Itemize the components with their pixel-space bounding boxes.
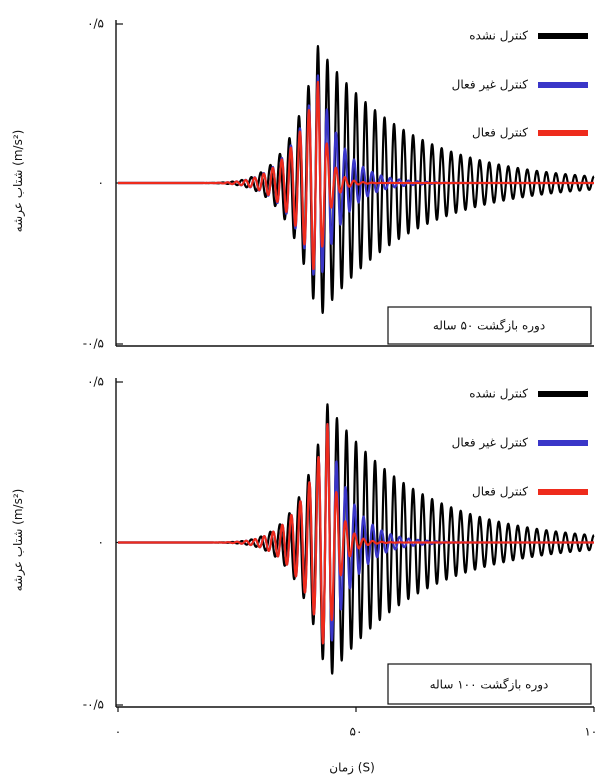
x-axis-label: زمان (S): [329, 761, 375, 776]
legend-swatch-uncontrolled: [538, 391, 588, 397]
legend-label-uncontrolled: کنترل نشده: [469, 29, 528, 44]
legend-swatch-passive: [538, 82, 588, 88]
annotation-box: [387, 663, 592, 705]
x-tick-label: ۵۰: [350, 725, 363, 739]
x-tick-label: ۱۰۰: [584, 725, 599, 739]
legend-label-active: کنترل فعال: [472, 485, 528, 500]
legend: کنترل نشده کنترل غیر فعال کنترل فعال: [452, 387, 588, 500]
y-tick-label: ۰/۵: [87, 17, 104, 31]
series-group: [117, 403, 595, 675]
series-line-active: [117, 80, 595, 271]
y-ticks: ۰/۵ ۰ -۰/۵: [83, 17, 123, 351]
y-tick-label: ۰/۵: [87, 375, 104, 389]
chart-top: شتاب عرشه (m/s²) ۰/۵ ۰ -۰/۵ کنترل نشده کنت…: [11, 17, 595, 351]
annotation-text: دوره بازگشت ۵۰ ساله: [433, 319, 545, 334]
legend-swatch-passive: [538, 440, 588, 446]
y-axis-label: شتاب عرشه (m/s²): [11, 489, 26, 592]
legend-label-passive: کنترل غیر فعال: [452, 436, 529, 451]
x-tick-label: ۰: [115, 725, 121, 739]
y-tick-label: ۰: [98, 535, 104, 549]
y-tick-label: ۰: [98, 176, 104, 190]
legend-label-uncontrolled: کنترل نشده: [469, 387, 528, 402]
legend-label-passive: کنترل غیر فعال: [452, 78, 529, 93]
x-ticks: ۰ ۵۰ ۱۰۰: [115, 707, 599, 739]
annotation-text: دوره بازگشت ۱۰۰ ساله: [430, 678, 549, 693]
series-group: [117, 44, 595, 314]
series-line-active: [117, 422, 595, 645]
annotation-box: [387, 306, 592, 345]
legend-swatch-uncontrolled: [538, 33, 588, 39]
legend-swatch-active: [538, 130, 588, 136]
legend-swatch-active: [538, 489, 588, 495]
y-axis-label: شتاب عرشه (m/s²): [11, 130, 26, 233]
chart-bottom: شتاب عرشه (m/s²) ۰/۵ ۰ -۰/۵ ۰ ۵۰ ۱۰۰ کنترل ن…: [11, 375, 599, 776]
y-ticks: ۰/۵ ۰ -۰/۵: [83, 375, 123, 712]
legend: کنترل نشده کنترل غیر فعال کنترل فعال: [452, 29, 588, 141]
legend-label-active: کنترل فعال: [472, 126, 528, 141]
y-tick-label: -۰/۵: [83, 698, 104, 712]
y-tick-label: -۰/۵: [83, 337, 104, 351]
